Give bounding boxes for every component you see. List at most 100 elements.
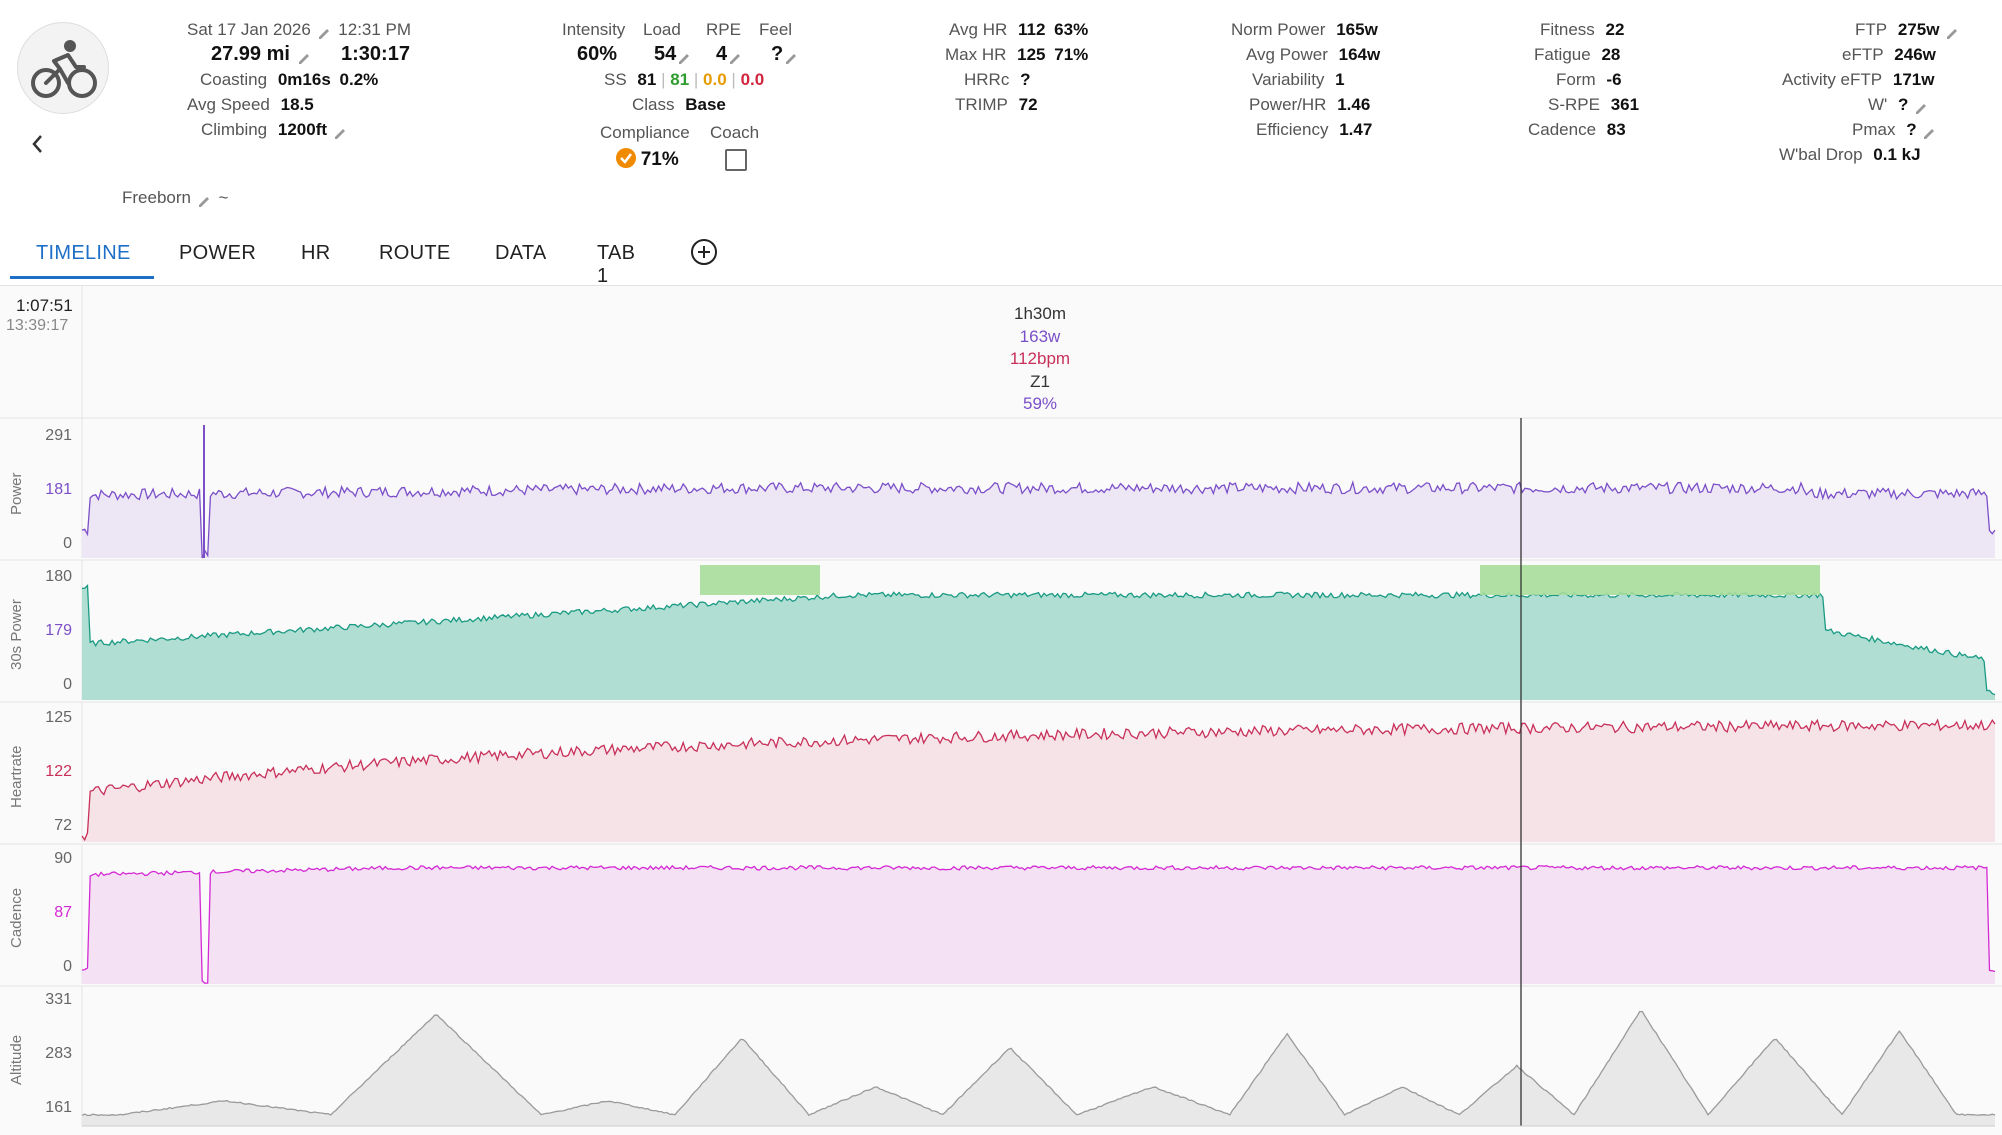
tab-data[interactable]: DATA (495, 242, 547, 264)
cursor-clock: 13:39:17 (6, 317, 69, 334)
class-value: Base (685, 95, 726, 114)
tab-power[interactable]: POWER (179, 242, 257, 264)
avg-power-value: 164w (1338, 45, 1381, 64)
ftp-row[interactable]: FTP 275w (1855, 20, 1958, 40)
activity-date-time[interactable]: Sat 17 Jan 2026 12:31 PM (187, 20, 411, 40)
location-name: Freeborn (122, 188, 191, 207)
timeline-chart-area[interactable] (0, 286, 2002, 1135)
coasting-pct: 0.2% (339, 70, 379, 89)
cadence-summary-label: Cadence (1528, 120, 1597, 139)
rpe-label: RPE (706, 20, 741, 39)
edit-pencil-icon[interactable] (298, 49, 310, 64)
eftp-label: eFTP (1842, 45, 1884, 64)
load-label: Load (643, 20, 681, 39)
add-tab-icon[interactable] (690, 238, 718, 271)
form-row: Form -6 (1556, 70, 1622, 90)
class-label: Class (632, 95, 675, 114)
duration-value: 1:30:17 (341, 43, 410, 65)
coach-checkbox[interactable] (725, 149, 747, 176)
hr-ytick-max: 125 (45, 709, 72, 726)
climbing-row: Climbing 1200ft (201, 120, 346, 140)
cadence-summary-value: 83 (1606, 120, 1626, 139)
edit-pencil-icon[interactable] (318, 25, 330, 39)
power-hr-label: Power/HR (1249, 95, 1327, 114)
ss-value-2: 81 (670, 70, 690, 89)
edit-pencil-icon[interactable] (1946, 25, 1958, 39)
norm-power-value: 165w (1336, 20, 1378, 39)
tab-hr[interactable]: HR (301, 242, 331, 264)
fitness-row: Fitness 22 (1540, 20, 1624, 40)
intensity-label: Intensity (562, 20, 626, 39)
avg-speed-row: Avg Speed 18.5 (187, 95, 314, 115)
max-hr-value: 125 (1017, 45, 1046, 64)
location-suffix: ~ (218, 188, 229, 207)
tab-timeline[interactable]: TIMELINE (36, 242, 131, 264)
check-circle-icon (616, 148, 636, 173)
wprime-label: W' (1868, 95, 1888, 114)
wbal-value: 0.1 kJ (1873, 145, 1921, 164)
hrrc-label: HRRc (964, 70, 1010, 89)
max-hr-pct: 71% (1054, 45, 1089, 64)
altitude-trace-line (81, 1010, 1996, 1117)
edit-pencil-icon[interactable] (729, 50, 741, 64)
edit-pencil-icon[interactable] (1915, 100, 1927, 114)
edit-pencil-icon[interactable] (198, 193, 210, 207)
edit-pencil-icon[interactable] (334, 125, 346, 139)
duration-row: 1:30:17 (341, 44, 410, 65)
power-ytick-min: 0 (63, 535, 72, 552)
tab-tab1[interactable]: TAB 1 (597, 242, 636, 287)
wprime-row[interactable]: W' ? (1868, 95, 1927, 115)
fatigue-label: Fatigue (1534, 45, 1591, 64)
srpe-row: S-RPE 361 (1548, 95, 1639, 115)
load-value[interactable]: 54 (654, 44, 690, 65)
eftp-value: 246w (1894, 45, 1936, 64)
pmax-label: Pmax (1852, 120, 1896, 139)
power30-above-band-1 (700, 565, 820, 595)
variability-value: 1 (1335, 70, 1345, 89)
activity-eftp-label: Activity eFTP (1782, 70, 1883, 89)
power-ytick-mid: 181 (45, 481, 72, 498)
edit-pencil-icon[interactable] (785, 50, 797, 64)
feel-value[interactable]: ? (771, 44, 797, 65)
feel-label: Feel (759, 20, 793, 39)
back-chevron-icon[interactable] (28, 132, 48, 156)
ftp-label: FTP (1855, 20, 1888, 39)
tab-divider (0, 285, 2002, 286)
distance-value: 27.99 mi (211, 43, 290, 65)
pmax-row[interactable]: Pmax ? (1852, 120, 1935, 140)
form-value: -6 (1606, 70, 1622, 89)
activity-type-avatar (17, 22, 109, 114)
hrrc-value: ? (1020, 70, 1031, 89)
avg-power-row: Avg Power 164w (1246, 45, 1380, 65)
fatigue-value: 28 (1601, 45, 1621, 64)
edit-pencil-icon[interactable] (678, 50, 690, 64)
power30-ytick-min: 0 (63, 676, 72, 693)
trimp-row: TRIMP 72 (955, 95, 1038, 115)
max-hr-row: Max HR 125 71% (945, 45, 1088, 65)
power30-ytick-mid: 179 (45, 622, 72, 639)
summary-duration: 1h30m (1014, 304, 1066, 323)
tab-route[interactable]: ROUTE (379, 242, 451, 264)
avg-hr-value: 112 (1018, 20, 1046, 39)
variability-label: Variability (1252, 70, 1325, 89)
climbing-value: 1200ft (277, 120, 328, 139)
altitude-trace-area (82, 1011, 1995, 1126)
compliance-row: 71% (616, 148, 679, 173)
power-trace-area (82, 482, 1995, 558)
hr-ytick-mid: 122 (45, 763, 72, 780)
edit-pencil-icon[interactable] (1923, 125, 1935, 139)
variability-row: Variability 1 (1252, 70, 1345, 90)
power-trace-line (81, 480, 1996, 559)
avg-hr-label: Avg HR (949, 20, 1008, 39)
coasting-row: Coasting 0m16s 0.2% (200, 70, 378, 90)
power30-ytick-max: 180 (45, 568, 72, 585)
rpe-value[interactable]: 4 (716, 44, 741, 65)
srpe-label: S-RPE (1548, 95, 1600, 114)
cadence-summary-row: Cadence 83 (1528, 120, 1626, 140)
eftp-row: eFTP 246w (1842, 45, 1936, 65)
cadence-ytick-mid: 87 (54, 904, 72, 921)
power30-trace-area (82, 585, 1995, 700)
location-row[interactable]: Freeborn ~ (122, 188, 228, 208)
compliance-value: 71% (640, 148, 679, 170)
